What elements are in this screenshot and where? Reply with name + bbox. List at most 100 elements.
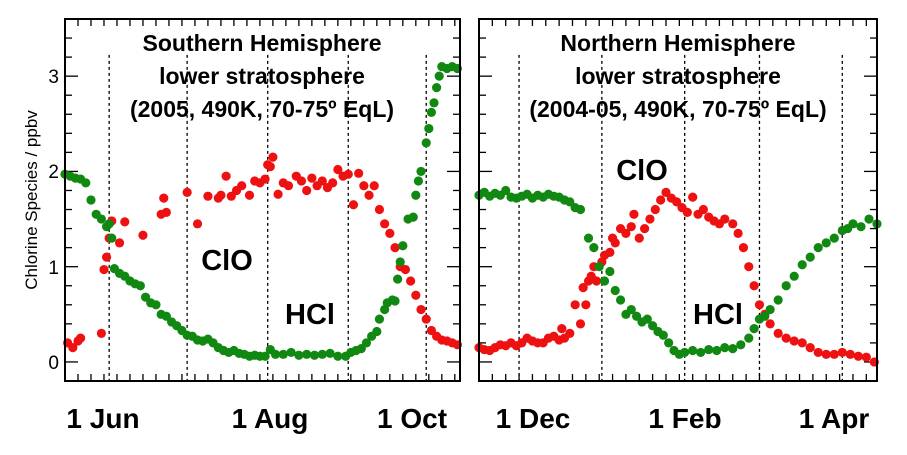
clo-data-point xyxy=(853,351,863,361)
clo-data-point xyxy=(682,207,692,217)
hcl-label: HCl xyxy=(693,299,743,331)
hcl-data-point xyxy=(773,295,783,305)
hcl-label: HCl xyxy=(285,299,335,331)
hcl-data-point xyxy=(688,345,698,356)
y-tick-label: 1 xyxy=(48,258,59,279)
hcl-data-point xyxy=(429,98,439,108)
hcl-data-point xyxy=(390,296,400,306)
y-axis-label: Chlorine Species / ppbv xyxy=(22,110,41,290)
clo-data-point xyxy=(296,176,307,186)
clo-data-point xyxy=(591,276,602,286)
clo-data-point xyxy=(749,281,759,291)
clo-data-point xyxy=(385,228,395,238)
hcl-data-point xyxy=(294,350,304,360)
clo-data-point xyxy=(354,168,364,178)
clo-data-point xyxy=(75,333,86,343)
hcl-data-point xyxy=(434,71,444,81)
clo-data-point xyxy=(634,233,644,243)
clo-data-point xyxy=(221,171,231,181)
hcl-data-point xyxy=(712,345,722,356)
hcl-data-point xyxy=(426,107,437,117)
y-tick-label: 3 xyxy=(48,67,59,88)
hcl-data-point xyxy=(599,276,610,286)
clo-data-point xyxy=(359,181,369,191)
panel-title-line-3: (2005, 490K, 70-75º EqL) xyxy=(130,96,394,122)
clo-data-point xyxy=(421,314,431,324)
hcl-data-point xyxy=(626,304,636,315)
hcl-data-point xyxy=(333,351,343,361)
clo-data-point xyxy=(565,328,575,338)
panel-title-line-3: (2004-05, 490K, 70-75º EqL) xyxy=(529,96,826,122)
clo-data-point xyxy=(645,214,655,224)
clo-data-point xyxy=(192,219,203,229)
panel-title-line-2: lower stratosphere xyxy=(159,63,365,89)
x-tick-label: 1 Dec xyxy=(496,403,571,434)
clo-data-point xyxy=(416,304,426,315)
clo-data-point xyxy=(728,219,738,229)
panel-title-line-1: Northern Hemisphere xyxy=(560,30,795,56)
hcl-data-point xyxy=(325,348,335,358)
hcl-data-point xyxy=(395,257,405,267)
hcl-data-point xyxy=(104,219,114,229)
hcl-data-point xyxy=(432,82,442,93)
plot-frame xyxy=(478,18,878,382)
clo-data-point xyxy=(237,181,247,191)
clo-data-point xyxy=(640,223,650,234)
clo-data-point xyxy=(244,190,255,200)
clo-data-point xyxy=(99,264,109,275)
hcl-data-point xyxy=(789,271,799,281)
clo-data-point xyxy=(813,347,823,358)
clo-data-point xyxy=(406,276,416,286)
hcl-data-point xyxy=(317,349,327,359)
hcl-data-point xyxy=(278,349,288,359)
hcl-data-point xyxy=(856,222,866,232)
hcl-data-point xyxy=(829,233,839,243)
hcl-data-point xyxy=(398,241,408,251)
hcl-data-point xyxy=(664,338,674,348)
clo-data-point xyxy=(265,162,275,172)
clo-data-point xyxy=(260,174,270,184)
hcl-data-point xyxy=(589,243,599,253)
clo-data-point xyxy=(650,204,660,215)
hcl-data-point xyxy=(96,214,106,224)
hcl-data-point xyxy=(749,324,759,334)
hcl-data-point xyxy=(81,178,91,188)
clo-data-point xyxy=(733,228,743,238)
hcl-data-point xyxy=(286,347,296,358)
clo-data-point xyxy=(861,352,871,362)
clo-label: ClO xyxy=(201,245,253,277)
clo-data-point xyxy=(390,243,400,253)
clo-data-point xyxy=(203,191,213,201)
clo-data-point xyxy=(348,200,359,210)
hcl-data-point xyxy=(615,295,626,305)
clo-data-point xyxy=(333,164,343,175)
hcl-data-point xyxy=(765,304,775,315)
hcl-data-point xyxy=(413,176,424,186)
clo-data-point xyxy=(68,343,78,353)
clo-data-point xyxy=(182,187,192,197)
x-tick-label: 1 Feb xyxy=(648,403,721,434)
clo-data-point xyxy=(626,222,636,232)
clo-data-point xyxy=(789,336,799,346)
clo-data-point xyxy=(273,189,283,199)
panel-title-line-1: Southern Hemisphere xyxy=(143,30,382,56)
hcl-data-point xyxy=(424,123,434,134)
hcl-data-point xyxy=(372,326,382,337)
hcl-data-point xyxy=(575,204,586,215)
hcl-data-point xyxy=(361,338,372,348)
panel-title-line-2: lower stratosphere xyxy=(575,63,781,89)
clo-data-point xyxy=(380,219,390,229)
clo-data-point xyxy=(837,347,847,358)
hcl-data-point xyxy=(501,185,511,196)
clo-data-point xyxy=(557,324,567,334)
clo-data-point xyxy=(754,300,765,310)
clo-data-point xyxy=(688,192,698,202)
x-tick-label: 1 Oct xyxy=(377,403,447,434)
clo-data-point xyxy=(317,176,327,186)
hcl-data-point xyxy=(260,351,270,361)
hcl-data-point xyxy=(797,260,807,270)
hcl-data-point xyxy=(704,344,714,355)
hcl-data-point xyxy=(720,343,730,353)
clo-data-point xyxy=(216,190,226,200)
